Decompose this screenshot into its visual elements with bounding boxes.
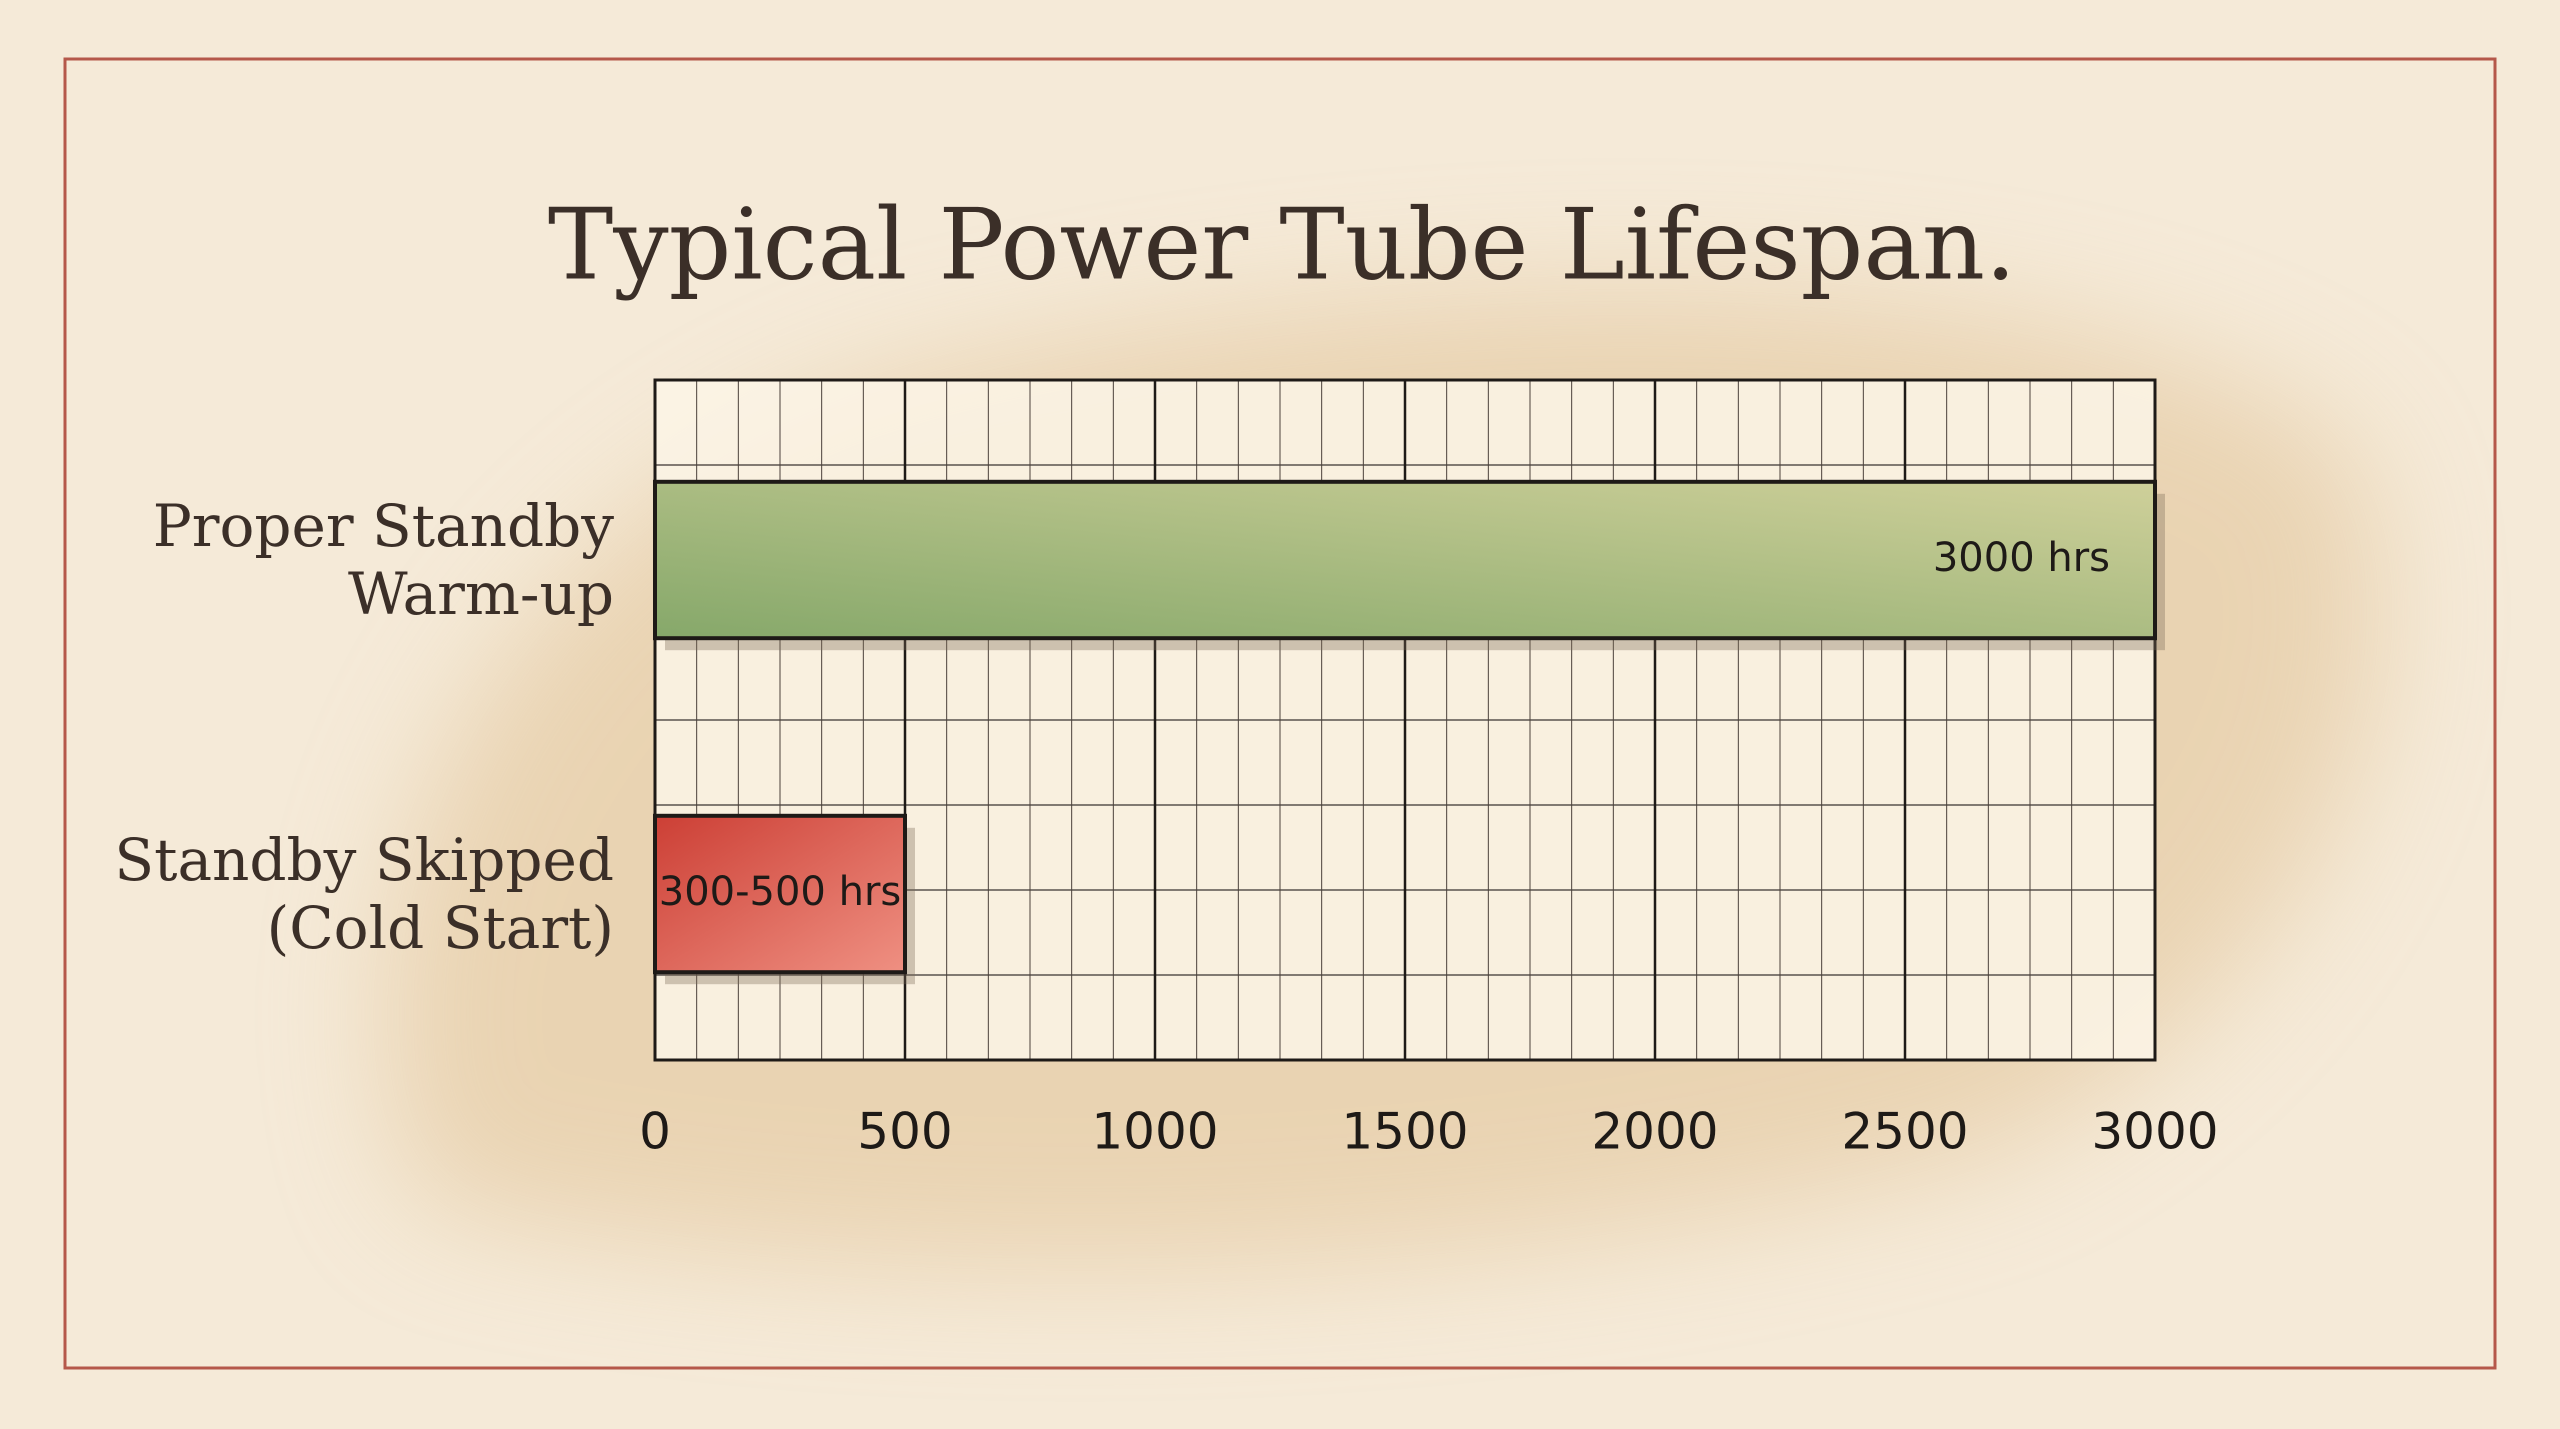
bar <box>653 813 907 975</box>
y-tick-label: Proper Standby Warm-up <box>153 492 615 628</box>
x-tick-label: 3000 <box>2091 1103 2218 1161</box>
x-tick-label: 500 <box>857 1103 952 1161</box>
frame-border <box>63 57 2497 1370</box>
x-tick-label: 2500 <box>1841 1103 1968 1161</box>
x-tick-label: 1500 <box>1341 1103 1468 1161</box>
y-tick-label: Standby Skipped (Cold Start) <box>114 826 614 962</box>
value-label: 3000 hrs <box>1933 535 2110 581</box>
x-tick-label: 1000 <box>1091 1103 1218 1161</box>
plot-border <box>653 378 2157 1062</box>
value-label: 300-500 hrs <box>659 869 901 915</box>
x-tick-label: 0 <box>639 1103 671 1161</box>
x-tick-label: 2000 <box>1591 1103 1718 1161</box>
bar <box>653 479 2157 641</box>
chart-title: Typical Power Tube Lifespan. <box>548 189 2016 303</box>
